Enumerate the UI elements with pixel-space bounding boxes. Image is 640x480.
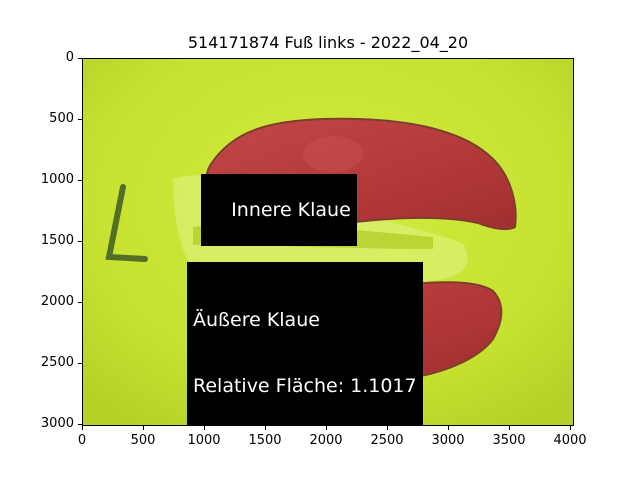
x-tick-label: 3500 [492,433,526,448]
plot-title: 514171874 Fuß links - 2022_04_20 [187,33,469,52]
image-axes: Innere Klaue Äußere Klaue Relative Fläch… [82,58,574,426]
y-tick-mark [78,424,82,425]
y-tick-label: 500 [49,111,74,126]
x-tick-label: 1000 [187,433,221,448]
y-tick-mark [78,241,82,242]
texture-spot [303,136,363,172]
marker-mark [105,184,148,262]
x-tick-label: 0 [77,433,87,448]
y-tick-mark [78,363,82,364]
label-inner-claw: Innere Klaue [201,174,357,246]
x-tick-label: 2500 [370,433,404,448]
x-tick-mark [265,426,266,430]
x-tick-mark [448,426,449,430]
y-tick-label: 0 [65,50,74,65]
x-tick-label: 500 [130,433,156,448]
y-tick-mark [78,58,82,59]
x-tick-mark [326,426,327,430]
x-tick-mark [82,426,83,430]
y-tick-label: 1500 [40,233,74,248]
y-tick-label: 1000 [40,172,74,187]
label-inner-text: Innere Klaue [231,199,351,221]
y-tick-mark [78,302,82,303]
label-outer-line2: Relative Fläche: 1.1017 [193,375,417,397]
x-tick-mark [570,426,571,430]
y-tick-label: 2000 [40,294,74,309]
x-tick-label: 1500 [248,433,282,448]
label-outer-claw: Äußere Klaue Relative Fläche: 1.1017 [187,262,423,425]
y-tick-mark [78,119,82,120]
y-tick-label: 3000 [40,416,74,431]
x-tick-label: 4000 [553,433,587,448]
x-tick-label: 2000 [309,433,343,448]
x-tick-mark [387,426,388,430]
x-tick-label: 3000 [431,433,465,448]
y-tick-mark [78,180,82,181]
x-tick-mark [509,426,510,430]
x-tick-mark [143,426,144,430]
y-tick-label: 2500 [40,355,74,370]
label-outer-line1: Äußere Klaue [193,309,320,331]
x-tick-mark [204,426,205,430]
